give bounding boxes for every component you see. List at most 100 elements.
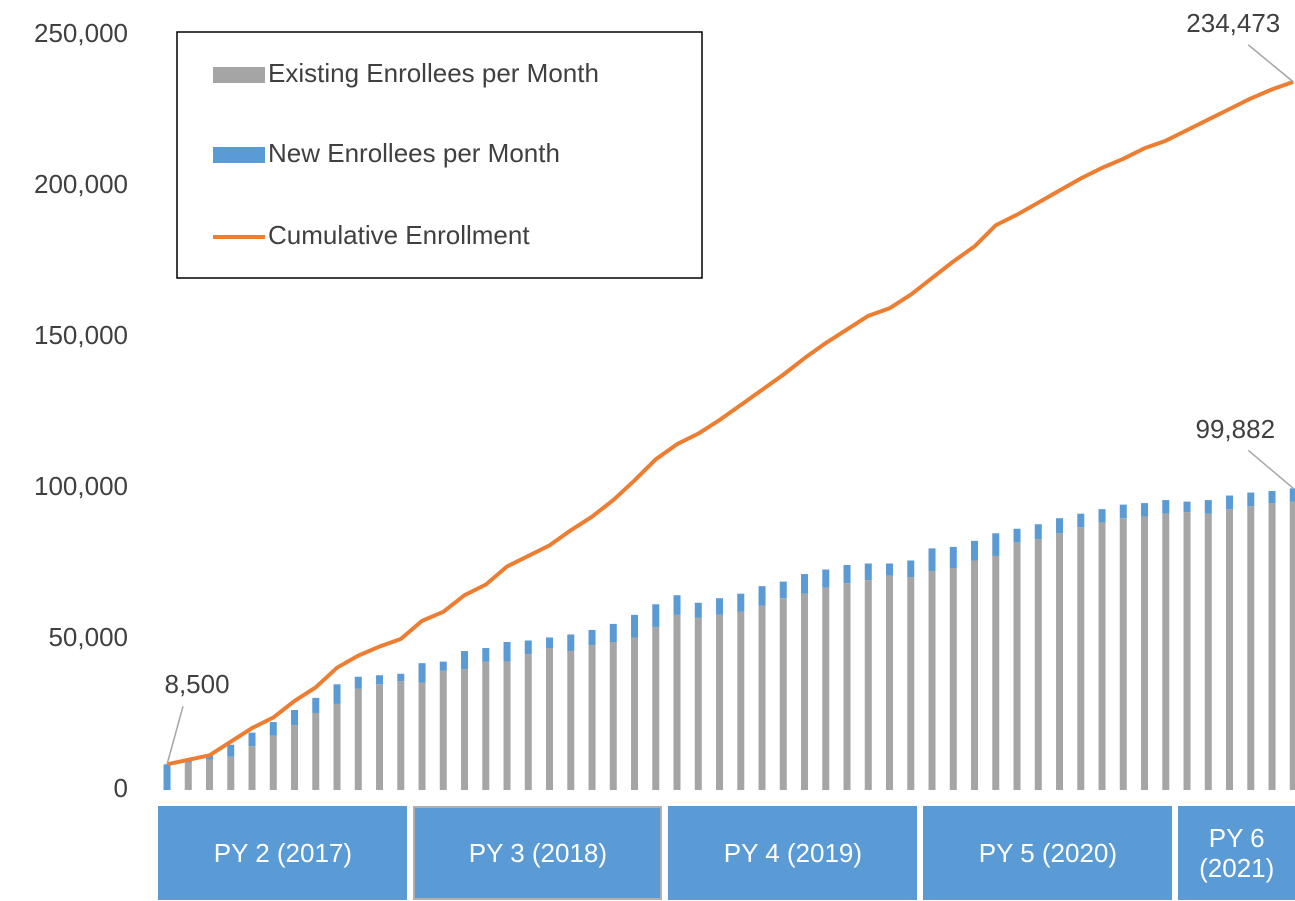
y-tick-label: 0: [114, 773, 128, 803]
y-tick-label: 150,000: [34, 320, 128, 350]
bar-segment: [928, 571, 936, 790]
bar-segment: [1289, 488, 1295, 502]
bar-segment: [737, 611, 745, 790]
legend-label: New Enrollees per Month: [268, 138, 560, 168]
bar-segment: [1183, 512, 1191, 790]
bar-segment: [843, 583, 851, 790]
bar-segment: [567, 634, 575, 652]
bar-segment: [652, 604, 660, 627]
bar-segment: [1183, 501, 1191, 513]
bar-segment: [1077, 527, 1085, 790]
bar-segment: [397, 681, 405, 790]
bar-segment: [822, 569, 830, 588]
bar-segment: [588, 629, 596, 646]
bar-segment: [758, 605, 766, 790]
bar-segment: [652, 626, 660, 790]
bar-segment: [1226, 495, 1234, 510]
bar-segment: [716, 614, 724, 790]
bar-segment: [269, 735, 277, 790]
bar-segment: [482, 661, 490, 790]
bar-segment: [609, 642, 617, 790]
bar-segment: [291, 725, 299, 790]
bar-segment: [546, 637, 554, 649]
bar-segment: [1268, 491, 1276, 504]
bar-segment: [1289, 501, 1295, 790]
bar-segment: [949, 546, 957, 569]
bar-segment: [1034, 524, 1042, 540]
bar-segment: [418, 682, 426, 790]
bar-segment: [673, 614, 681, 790]
program-year-label: PY 6 (2021): [1178, 806, 1295, 900]
program-year-label: PY 5 (2020): [923, 806, 1173, 900]
bar-segment: [716, 598, 724, 615]
bar-segment: [461, 669, 469, 790]
bar-segment: [779, 581, 787, 599]
bar-segment: [269, 722, 277, 736]
bar-segment: [376, 684, 384, 790]
leader-line: [1247, 449, 1294, 489]
legend-label: Cumulative Enrollment: [268, 220, 530, 250]
bar-segment: [1013, 542, 1021, 790]
legend-swatch: [213, 67, 265, 83]
bar-segment: [1162, 500, 1170, 514]
bar-segment: [1247, 506, 1255, 790]
program-year-label: PY 2 (2017): [158, 806, 408, 900]
bar-segment: [1119, 504, 1127, 519]
bar-segment: [1141, 516, 1149, 790]
bar-segment: [886, 575, 894, 790]
legend-swatch: [213, 147, 265, 163]
bar-segment: [524, 640, 532, 655]
bar-segment: [886, 563, 894, 576]
bar-segment: [1056, 533, 1064, 790]
data-label: 99,882: [1196, 414, 1276, 444]
bar-segment: [907, 577, 915, 790]
y-tick-label: 100,000: [34, 471, 128, 501]
bar-segment: [482, 648, 490, 662]
bar-segment: [801, 593, 809, 790]
bar-segment: [1268, 503, 1276, 790]
bar-segment: [864, 580, 872, 790]
bar-segment: [567, 651, 575, 790]
bar-segment: [588, 645, 596, 790]
bar-segment: [1013, 528, 1021, 543]
bar-segment: [354, 676, 362, 689]
bar-segment: [418, 663, 426, 683]
bar-segment: [1162, 513, 1170, 790]
bar-segment: [439, 670, 447, 790]
bar-segment: [758, 586, 766, 606]
data-label: 234,473: [1186, 8, 1280, 38]
bar-segment: [206, 759, 214, 790]
bar-segment: [822, 587, 830, 790]
bar-segment: [992, 533, 1000, 556]
bar-segment: [333, 684, 341, 704]
bar-segment: [312, 697, 320, 713]
bar-segment: [1226, 509, 1234, 790]
bar-segment: [1141, 503, 1149, 517]
legend-label: Existing Enrollees per Month: [268, 58, 599, 88]
bar-segment: [248, 746, 256, 790]
bar-segment: [1119, 518, 1127, 790]
bar-segment: [333, 703, 341, 790]
bar-segment: [928, 548, 936, 572]
bar-segment: [1056, 518, 1064, 534]
y-tick-label: 250,000: [34, 18, 128, 48]
data-label: 8,500: [164, 669, 229, 699]
bar-segment: [1247, 492, 1255, 507]
bar-segment: [206, 755, 214, 760]
bar-segment: [439, 661, 447, 671]
bar-segment: [461, 651, 469, 670]
bar-segment: [312, 712, 320, 790]
bar-segment: [992, 555, 1000, 790]
bar-segment: [1034, 539, 1042, 790]
bar-segment: [673, 595, 681, 615]
bar-segment: [949, 568, 957, 790]
leader-line: [166, 706, 184, 765]
bar-segment: [1077, 513, 1085, 528]
bar-segment: [1204, 500, 1212, 514]
leader-line: [1247, 44, 1294, 83]
bar-segment: [864, 563, 872, 581]
y-tick-label: 200,000: [34, 169, 128, 199]
bar-segment: [397, 673, 405, 682]
